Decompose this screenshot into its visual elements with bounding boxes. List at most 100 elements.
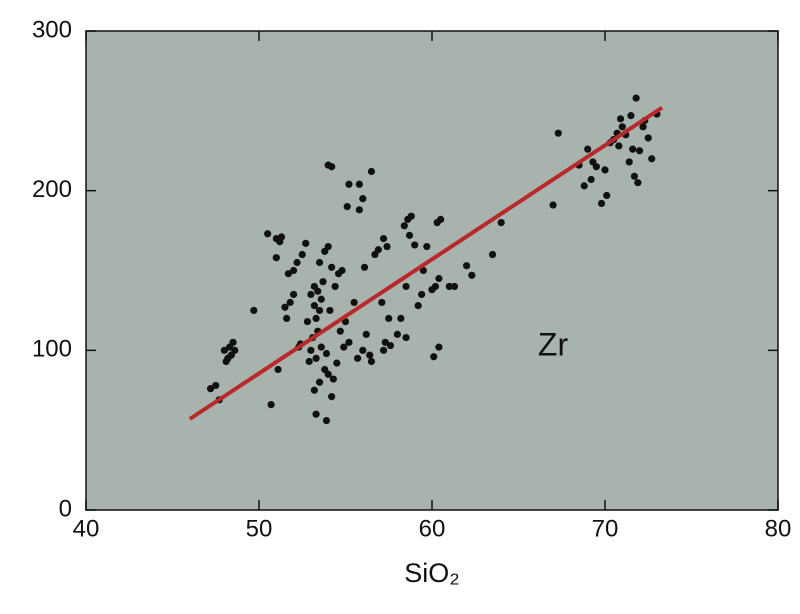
point [206, 385, 215, 393]
point [400, 222, 408, 230]
point [627, 112, 635, 120]
point [430, 353, 438, 361]
point [272, 254, 280, 262]
point [220, 346, 228, 354]
point [468, 271, 476, 279]
point [423, 242, 431, 251]
point [312, 410, 320, 418]
point [405, 231, 414, 239]
point [286, 298, 294, 307]
point [411, 241, 419, 249]
point [497, 219, 505, 227]
point [315, 258, 324, 267]
point [298, 250, 306, 259]
point [418, 290, 426, 299]
point [367, 357, 376, 366]
point [307, 290, 315, 299]
point [385, 314, 393, 322]
point [312, 314, 320, 322]
point [290, 290, 298, 299]
point [264, 230, 272, 238]
point [212, 381, 220, 390]
point [634, 179, 642, 187]
point [402, 333, 410, 342]
point [636, 147, 644, 155]
point [397, 314, 405, 322]
point [359, 195, 367, 203]
point [625, 158, 633, 166]
point [343, 203, 351, 211]
point [629, 145, 637, 153]
point [431, 282, 440, 291]
x-tick-label: 50 [246, 515, 273, 542]
point [366, 351, 374, 359]
point [374, 246, 382, 254]
y-tick-label: 100 [32, 336, 72, 363]
point [324, 370, 332, 378]
point [615, 142, 623, 150]
point [307, 346, 315, 354]
point [616, 115, 625, 123]
point [367, 167, 376, 176]
point [315, 306, 324, 315]
point [407, 212, 415, 220]
y-tick-label: 0 [59, 495, 72, 522]
point [355, 180, 363, 188]
point [639, 123, 647, 131]
point [284, 270, 293, 278]
point [435, 343, 443, 351]
point [379, 346, 388, 354]
point [336, 327, 344, 335]
x-tick-label: 70 [592, 515, 619, 542]
point [435, 274, 443, 283]
annotation: Zr [538, 326, 569, 362]
point [386, 341, 395, 350]
y-tick-label: 200 [32, 176, 72, 203]
point [302, 239, 310, 247]
point [383, 242, 391, 251]
point [274, 365, 282, 374]
point [319, 278, 327, 286]
point [326, 306, 334, 315]
point [293, 258, 301, 267]
point [648, 155, 656, 163]
point [328, 393, 336, 401]
point [315, 378, 324, 386]
plot-area [85, 30, 779, 511]
point [345, 338, 353, 346]
point [305, 357, 313, 366]
point [450, 282, 459, 291]
point [281, 303, 289, 311]
x-tick-label: 80 [765, 515, 792, 542]
point [310, 386, 318, 394]
point [222, 357, 230, 366]
point [331, 282, 339, 291]
point [276, 238, 284, 246]
point [554, 129, 562, 137]
point [329, 375, 337, 383]
point [359, 346, 367, 354]
point [589, 158, 597, 166]
point [437, 215, 445, 224]
point [580, 182, 588, 190]
point [314, 287, 322, 295]
point [340, 343, 348, 351]
point [644, 134, 652, 142]
point [310, 302, 318, 310]
point [328, 163, 336, 171]
point [350, 298, 358, 307]
point [317, 343, 325, 351]
point [597, 199, 606, 208]
point [381, 338, 389, 346]
point [283, 314, 291, 322]
point [549, 201, 557, 209]
point [419, 266, 427, 275]
point [584, 145, 592, 153]
point [463, 262, 471, 270]
point [317, 295, 325, 303]
point [322, 416, 331, 425]
point [603, 191, 611, 200]
point [345, 180, 353, 188]
